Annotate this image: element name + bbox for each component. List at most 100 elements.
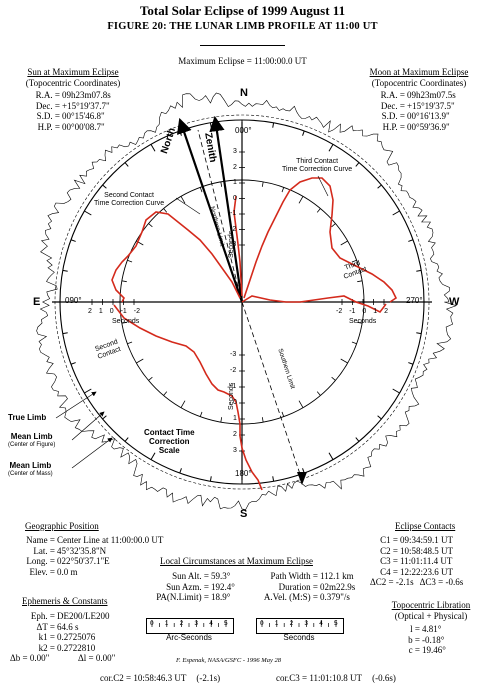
- corrected-c3: cor.C3 = 11:01:10.8 UT (-0.6s): [276, 674, 396, 683]
- angle-tick: [408, 362, 414, 365]
- north-compass-label: N: [240, 87, 248, 99]
- angle-tick: [124, 162, 129, 167]
- ephem-k1-value: 0.2725076: [57, 632, 96, 642]
- true-limb-callout: [55, 391, 97, 419]
- mean-limb-mass-callout: [71, 437, 113, 469]
- contact-time-scale-label: Contact Time Correction Scale: [144, 428, 195, 455]
- sun-hp-label: H.P. =: [37, 121, 60, 132]
- libration-heading: Topocentric Libration: [391, 600, 471, 610]
- angle-tick: [261, 417, 264, 423]
- angle-tick: [272, 476, 275, 482]
- corrected-c3-delta: (-0.6s): [372, 673, 396, 683]
- right-tick: 2: [384, 308, 388, 315]
- angle-tick: [127, 341, 133, 345]
- angle-tick: [163, 391, 168, 396]
- c3-value: 11:01:11.4 UT: [400, 556, 453, 566]
- angle-tick: [209, 476, 212, 482]
- angle-tick: [102, 415, 107, 420]
- angle-tick: [377, 415, 382, 420]
- vertical-tick-label: 0: [233, 399, 237, 406]
- figure-subtitle: FIGURE 20: THE LUNAR LIMB PROFILE AT 11:…: [107, 21, 378, 32]
- angle-tick: [124, 437, 129, 442]
- angle-tick: [199, 187, 203, 193]
- angle-tick: [357, 321, 363, 324]
- moon-sd-value: 00°16'13.9": [407, 111, 450, 121]
- angle-tick: [62, 269, 68, 272]
- third-contact-curve-callout: [317, 175, 329, 197]
- angle-tick: [121, 321, 127, 324]
- local-left-values: Sun Alt. = 59.3° Sun Azm. = 192.4° PA(N.Li…: [143, 571, 235, 603]
- vertical-tick-label: -3: [230, 241, 237, 248]
- duration-label: Duration =: [278, 581, 318, 592]
- angle-tick: [127, 259, 133, 263]
- corrected-c2: cor.C2 = 10:58:46.3 UT (-2.1s): [100, 674, 220, 683]
- angle-tick: [340, 358, 348, 364]
- angle-tick: [199, 411, 203, 417]
- upper-right-correction-curve: [241, 295, 387, 314]
- angle-tick: [70, 362, 76, 365]
- angle-tick: [70, 239, 76, 242]
- angle-tick: [331, 376, 336, 381]
- sun-ra-value: 09h23m07.8s: [62, 90, 111, 100]
- c4-value: 12:22:23.6 UT: [400, 566, 453, 577]
- delta-c2: ΔC2 = -2.1s: [370, 577, 414, 587]
- angle-tick: [392, 388, 400, 394]
- angle-tick: [220, 181, 223, 187]
- arc-seconds-scale: [146, 618, 234, 634]
- sun-dec-value: +15°19'37.7": [62, 100, 110, 111]
- contacts-heading: Eclipse Contacts: [395, 521, 456, 531]
- sun-azm-label: Sun Azm. =: [166, 581, 209, 592]
- upper-seconds-label: Seconds: [228, 230, 235, 258]
- geo-values: Name = Center Line at 11:00:00.0 UT Lat. …: [10, 535, 163, 577]
- local-right-values: Path Width = 112.1 km Duration = 02m22.9s …: [256, 571, 355, 603]
- vertical-tick-label: 2: [233, 431, 237, 438]
- small-upper-curve: [233, 195, 243, 297]
- angle-tick: [84, 388, 92, 394]
- title-divider: [200, 45, 285, 46]
- lib-c-label: c =: [408, 645, 420, 655]
- ephem-eph-value: DE200/LE200: [57, 611, 110, 621]
- ephem-delta-l: Δl = 0.00": [78, 653, 116, 663]
- geo-long-value: 022°50'37.1"E: [57, 556, 110, 566]
- lower-correction-curve: [113, 304, 263, 491]
- angle-tick: [281, 187, 285, 193]
- sun-dec-label: Dec. =: [35, 100, 60, 111]
- moon-subheading: (Topocentric Coordinates): [371, 77, 467, 88]
- mean-limb-mass-label: Mean Limb (Center of Mass): [8, 462, 53, 478]
- ephem-dt-label: ΔT =: [36, 621, 55, 632]
- left-tick: -1: [120, 308, 127, 315]
- contacts-values: C1 = 09:34:59.1 UT C2 = 10:58:48.5 UT C3 =…: [370, 535, 463, 588]
- true-limb-profile: [36, 92, 458, 511]
- geo-elev-value: 0.0 m: [57, 566, 78, 577]
- lib-l-label: l =: [410, 624, 420, 634]
- angle-tick: [316, 208, 321, 213]
- scale-number: 5: [224, 620, 228, 627]
- scale-number: 4: [319, 620, 323, 627]
- right-tick: -1: [349, 308, 356, 315]
- angle-tick: [272, 122, 275, 128]
- angle-tick: [298, 400, 304, 408]
- c4-label: C4 =: [380, 566, 398, 577]
- angle-tick: [220, 417, 223, 423]
- ephem-values: Eph. = DE200/LE200 ΔT = 64.6 s k1 = 0.27250…: [10, 611, 115, 664]
- true-limb-label: True Limb: [8, 413, 47, 422]
- left-tick: -2: [133, 308, 140, 315]
- third-contact-curve-label: Third Contact Time Correction Curve: [282, 158, 352, 174]
- third-contact-correction-curve: [243, 177, 398, 303]
- north-arrow: [176, 117, 244, 303]
- angle-label-090: 090°: [65, 296, 82, 305]
- c2-value: 10:58:48.5 UT: [400, 545, 453, 556]
- angle-tick: [328, 452, 334, 460]
- sun-values: R.A. = 09h23m07.8s Dec. = +15°19'37.7" S.D…: [18, 90, 111, 132]
- east-compass-label: E: [33, 296, 41, 308]
- sun-hp-value: 00°00'08.7": [62, 121, 105, 132]
- angle-tick: [331, 223, 336, 228]
- c1-label: C1 =: [380, 535, 398, 545]
- corrected-c2-value: cor.C2 = 10:58:46.3 UT: [100, 673, 187, 683]
- mean-limb-figure-callout: [71, 411, 105, 441]
- mean-limb-figure-line1: Mean Limb: [10, 432, 53, 441]
- angle-tick: [62, 332, 68, 335]
- right-tick: 0: [362, 308, 367, 315]
- left-tick: 0: [109, 308, 114, 315]
- geo-long-label: Long. =: [26, 556, 55, 566]
